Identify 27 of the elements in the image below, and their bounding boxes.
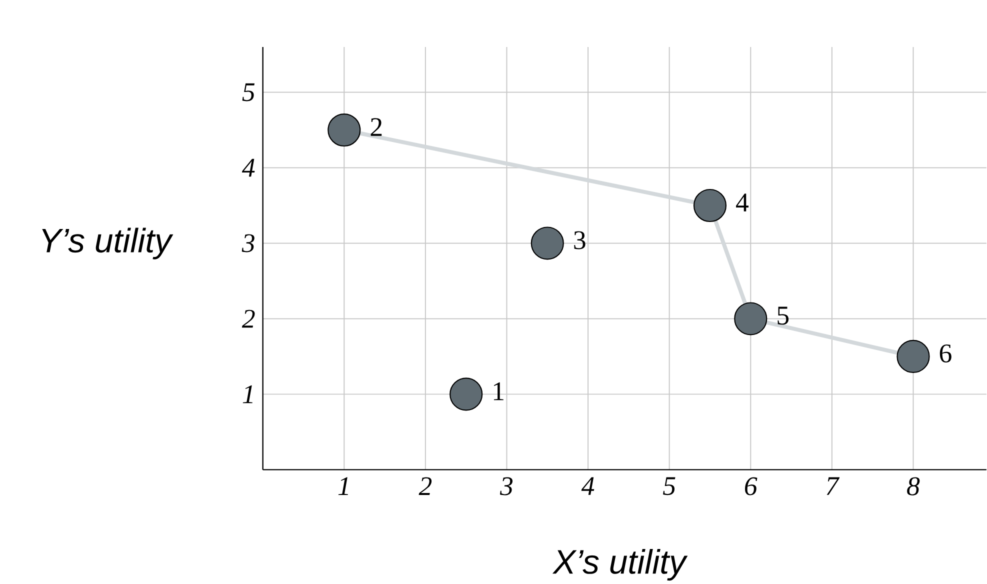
x-tick-label: 3 [500,477,513,496]
point [450,378,483,411]
x-tick-label: 6 [745,477,758,496]
x-axis-title: X’s utility [552,549,688,581]
x-tick-label: 1 [338,477,348,495]
y-tick-label: 2 [242,310,255,328]
y-axis-title: Y’s utility [42,228,174,260]
point [328,113,361,147]
x-tick-label: 7 [826,477,840,495]
annotation: 2 [370,118,382,136]
x-tick-label: 8 [907,477,920,496]
x-tick-label: 5 [663,477,676,496]
point [896,340,930,374]
annotation: 1 [494,382,504,400]
annotation: 3 [574,231,586,250]
point [530,226,564,260]
y-tick-label: 3 [242,234,254,252]
y-tick-label: 4 [242,158,255,177]
annotation: 4 [736,194,749,212]
x-tick-label: 4 [581,477,594,495]
y-tick-label: 1 [242,385,252,404]
annotation: 6 [940,344,952,363]
point [734,302,768,336]
y-tick-label: 5 [242,83,255,102]
annotation: 5 [778,306,789,325]
x-tick-label: 2 [418,477,432,496]
point [693,188,727,222]
